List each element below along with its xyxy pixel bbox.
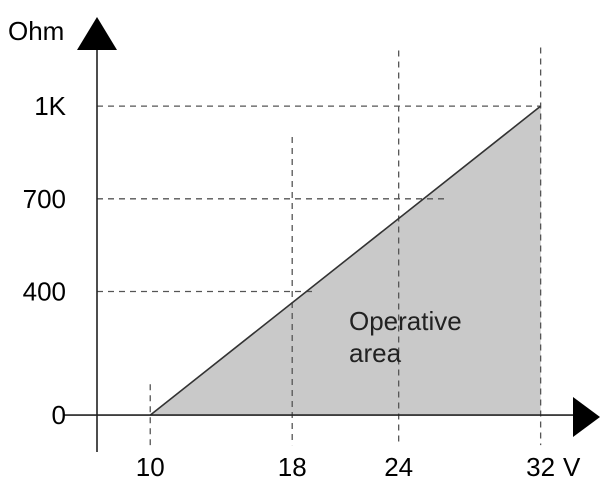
y-tick-labels: 0 400 700 1K xyxy=(23,91,67,430)
y-tick-label: 400 xyxy=(23,277,66,307)
y-tick-label: 0 xyxy=(52,400,66,430)
y-tick-label: 700 xyxy=(23,184,66,214)
x-axis-label: V xyxy=(563,452,581,482)
x-axis-arrow xyxy=(573,397,600,437)
x-tick-label: 18 xyxy=(278,452,307,482)
annotation-line-2: area xyxy=(349,338,402,368)
x-tick-label: 24 xyxy=(384,452,413,482)
reference-lines xyxy=(97,47,542,446)
x-tick-labels: 10 18 24 32 xyxy=(136,452,555,482)
y-tick-label: 1K xyxy=(34,91,66,121)
operative-area-fill xyxy=(150,106,541,416)
x-tick-label: 32 xyxy=(526,452,555,482)
x-tick-label: 10 xyxy=(136,452,165,482)
series-line xyxy=(149,105,542,416)
y-axis-arrow xyxy=(77,17,117,50)
y-axis-label: Ohm xyxy=(8,16,64,46)
annotation-line-1: Operative xyxy=(349,306,462,336)
